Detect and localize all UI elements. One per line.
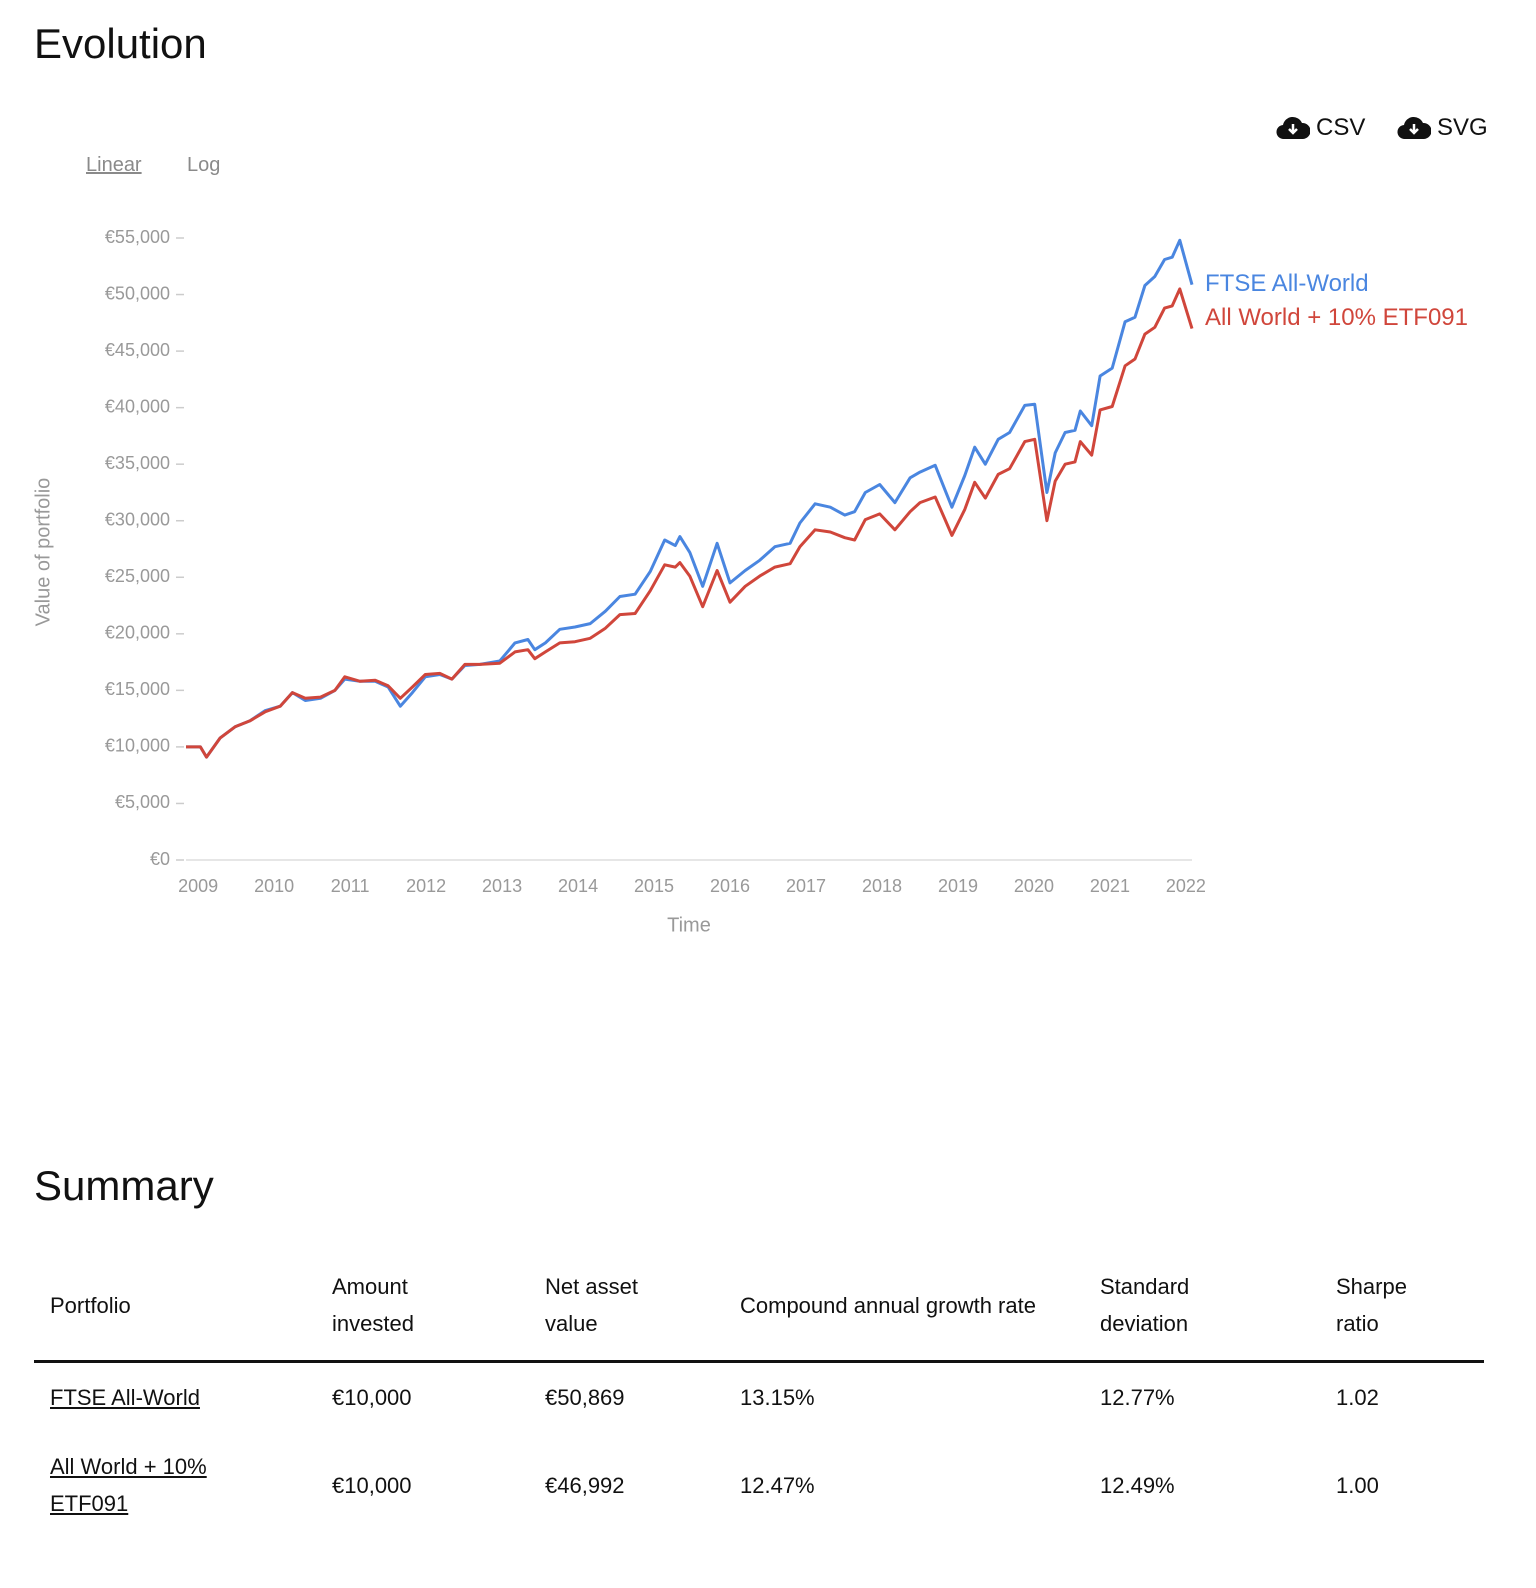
- table-cell: 13.15%: [724, 1362, 1084, 1433]
- header-row: Portfolio Amount invested Net asset value C…: [34, 1256, 1484, 1363]
- y-tick-label: €30,000: [105, 509, 170, 529]
- y-tick-label: €45,000: [105, 340, 170, 360]
- download-label: SVG: [1437, 114, 1488, 141]
- cell-text: 13.15%: [740, 1385, 815, 1410]
- x-tick-label: 2009: [178, 876, 218, 896]
- section-title: Evolution: [34, 20, 207, 67]
- cell-text: 12.47%: [740, 1472, 815, 1498]
- header-text: Sharpe ratio: [1336, 1274, 1407, 1336]
- cell-text: €10,000: [332, 1472, 412, 1498]
- scale-option[interactable]: Linear: [86, 154, 142, 176]
- cell-text: €10,000: [332, 1385, 412, 1410]
- header-text: Net asset value: [545, 1274, 638, 1336]
- y-tick-label: €55,000: [105, 227, 170, 247]
- section-title: Summary: [34, 1162, 214, 1209]
- table-cell: 1.00: [1320, 1432, 1484, 1538]
- column-header: Portfolio: [34, 1256, 316, 1363]
- x-tick-label: 2021: [1090, 876, 1130, 896]
- column-header: Compound annual growth rate: [724, 1256, 1084, 1363]
- y-tick-label: €35,000: [105, 453, 170, 473]
- x-tick-label: 2019: [938, 876, 978, 896]
- x-tick-label: 2022: [1166, 876, 1206, 896]
- summary-table: Portfolio Amount invested Net asset value C…: [34, 1256, 1484, 1538]
- x-tick-label: 2011: [331, 876, 370, 896]
- cloud-icon: [1276, 116, 1310, 140]
- table-row: All World + 10% ETF091 €10,000 €46,992 12.4…: [34, 1432, 1484, 1538]
- y-tick-label: €25,000: [105, 566, 170, 586]
- series-label: All World + 10% ETF091: [1205, 304, 1468, 331]
- x-axis-label: Time: [667, 914, 711, 936]
- y-tick-label: €50,000: [105, 283, 170, 303]
- table-cell: €10,000: [316, 1362, 529, 1433]
- y-axis-label: Value of portfolio: [32, 478, 54, 627]
- x-tick-label: 2015: [634, 876, 674, 896]
- x-tick-label: 2020: [1014, 876, 1054, 896]
- series-line: [186, 287, 1194, 759]
- y-tick-label: €0: [150, 849, 170, 869]
- table-cell: 12.77%: [1084, 1362, 1320, 1433]
- chart: €0 €5,000 €10,000 €15,000 €20,000 €25,000 €30,…: [32, 227, 1468, 937]
- x-tick-label: 2013: [482, 876, 522, 896]
- y-tick-label: €20,000: [105, 623, 170, 643]
- x-tick-label: 2014: [558, 876, 598, 896]
- table-cell: All World + 10% ETF091: [34, 1432, 316, 1538]
- x-tick-label: 2017: [786, 876, 826, 896]
- cell-text: 12.77%: [1100, 1385, 1175, 1410]
- column-header: Net asset value: [529, 1256, 724, 1363]
- x-tick-label: 2012: [406, 876, 446, 896]
- table-cell: 12.49%: [1084, 1432, 1320, 1538]
- header-text: Standard deviation: [1100, 1274, 1190, 1336]
- series-label: FTSE All-World: [1205, 270, 1369, 297]
- table-body: FTSE All-World €10,000 €50,869 13.15% 12.77%…: [34, 1362, 1484, 1539]
- column-header: Sharpe ratio: [1320, 1256, 1484, 1363]
- column-header: Amount invested: [316, 1256, 529, 1363]
- scale-option[interactable]: Log: [187, 154, 221, 176]
- cell-text: 12.49%: [1100, 1472, 1175, 1498]
- x-tick-label: 2018: [862, 876, 902, 896]
- y-tick-label: €40,000: [105, 396, 170, 416]
- header-text: Portfolio: [50, 1292, 131, 1318]
- table-cell: €10,000: [316, 1432, 529, 1538]
- table-cell: 1.02: [1320, 1362, 1484, 1433]
- table-row: FTSE All-World €10,000 €50,869 13.15% 12.77%…: [34, 1362, 1484, 1433]
- download-button[interactable]: CSV: [1276, 114, 1365, 142]
- portfolio-link[interactable]: FTSE All-World: [50, 1385, 200, 1410]
- table-cell: €50,869: [529, 1362, 724, 1433]
- x-tick-label: 2010: [254, 876, 294, 896]
- cell-text: 1.02: [1336, 1385, 1379, 1410]
- table-cell: FTSE All-World: [34, 1362, 316, 1433]
- series-line: [186, 238, 1194, 759]
- y-tick-label: €10,000: [105, 736, 170, 756]
- cell-text: €46,992: [545, 1472, 625, 1498]
- download-label: CSV: [1316, 114, 1366, 141]
- column-header: Standard deviation: [1084, 1256, 1320, 1363]
- portfolio-link[interactable]: All World + 10% ETF091: [50, 1454, 207, 1516]
- cell-text: €50,869: [545, 1385, 625, 1410]
- cell-text: 1.00: [1336, 1472, 1379, 1498]
- y-tick-label: €15,000: [105, 679, 170, 699]
- table-cell: 12.47%: [724, 1432, 1084, 1538]
- header-text: Amount invested: [332, 1274, 414, 1336]
- y-tick-label: €5,000: [115, 792, 170, 812]
- download-button[interactable]: SVG: [1397, 114, 1488, 142]
- x-tick-label: 2016: [710, 876, 750, 896]
- cloud-icon: [1397, 116, 1431, 140]
- header-text: Compound annual growth rate: [740, 1292, 1036, 1318]
- table-cell: €46,992: [529, 1432, 724, 1538]
